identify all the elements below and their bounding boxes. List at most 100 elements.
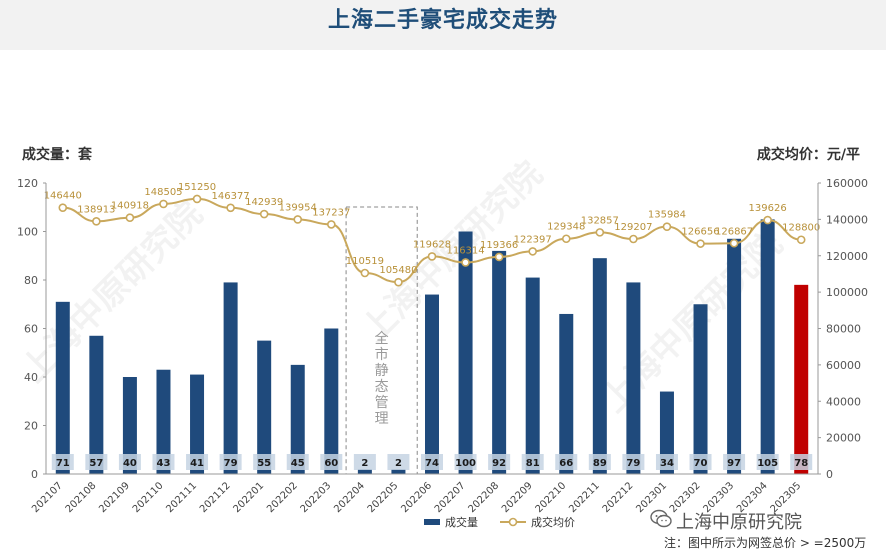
price-label: 119366 — [480, 240, 518, 251]
page-title: 上海二手豪宅成交走势 — [327, 8, 558, 33]
volume-label-box — [118, 454, 141, 470]
right-tick-label: 100000 — [826, 286, 868, 299]
right-tick-label: 140000 — [826, 213, 868, 226]
volume-label: 89 — [593, 458, 607, 469]
price-point — [92, 217, 101, 226]
volume-bar — [794, 284, 809, 474]
volume-label-box — [622, 454, 645, 470]
volume-label-box — [186, 454, 209, 470]
volume-label-box — [756, 454, 779, 470]
x-tick-label: 202107 — [30, 480, 65, 515]
x-tick-label: 202212 — [601, 480, 636, 515]
volume-label: 45 — [291, 458, 305, 469]
volume-label-box — [488, 454, 511, 470]
price-point — [763, 215, 772, 225]
volume-bar — [324, 328, 339, 474]
volume-label-box — [655, 454, 678, 470]
lockdown-label-char: 静 — [375, 363, 389, 379]
volume-label-box — [286, 454, 309, 470]
volume-label: 70 — [694, 458, 708, 469]
volume-label-box — [219, 454, 242, 470]
wechat-icon — [650, 509, 672, 528]
volume-bar — [425, 294, 439, 474]
legend-bar-label: 成交量 — [445, 515, 478, 529]
volume-label: 79 — [626, 458, 640, 469]
volume-label: 55 — [257, 458, 271, 469]
price-label: 139954 — [279, 202, 317, 213]
left-tick-label: 20 — [24, 420, 38, 433]
x-tick-label: 202203 — [299, 480, 334, 515]
left-tick-label: 40 — [24, 371, 38, 384]
x-tick-label: 202112 — [198, 480, 233, 515]
price-point — [796, 235, 806, 245]
volume-label-box — [555, 454, 578, 470]
volume-bar — [290, 364, 305, 474]
x-tick-label: 202202 — [265, 480, 300, 515]
price-point — [192, 194, 202, 204]
volume-label: 71 — [56, 458, 70, 469]
volume-bar — [492, 250, 507, 474]
price-label: 110519 — [346, 256, 384, 267]
left-tick-label: 80 — [24, 274, 38, 287]
left-tick-label: 60 — [24, 323, 38, 336]
legend-bar-swatch — [424, 519, 440, 525]
price-label: 126656 — [681, 227, 719, 238]
price-label: 126867 — [715, 226, 753, 237]
volume-bar — [693, 304, 708, 474]
x-tick-label: 202109 — [97, 480, 132, 515]
price-point — [159, 199, 168, 209]
price-point — [595, 228, 605, 237]
right-tick-label: 60000 — [826, 359, 861, 372]
price-point — [528, 247, 537, 256]
volume-label: 92 — [492, 458, 506, 469]
volume-bar — [559, 313, 574, 474]
price-label: 116314 — [446, 245, 484, 256]
price-label: 138913 — [77, 204, 115, 215]
price-point — [561, 234, 571, 244]
volume-label: 74 — [425, 458, 439, 469]
volume-label-box — [253, 454, 276, 470]
volume-bar — [592, 258, 607, 474]
price-point — [293, 215, 303, 224]
volume-bar — [727, 238, 742, 474]
price-label: 146440 — [44, 191, 82, 202]
price-label: 137237 — [312, 207, 350, 218]
x-tick-label: 202209 — [500, 480, 535, 515]
x-tick-label: 202210 — [534, 480, 569, 515]
price-point — [629, 234, 638, 244]
legend-line-label: 成交均价 — [531, 515, 575, 529]
volume-label-box — [421, 454, 443, 470]
price-label: 119628 — [413, 239, 451, 250]
volume-label-box — [454, 454, 477, 470]
volume-bar — [391, 469, 406, 474]
x-tick-label: 202111 — [164, 480, 199, 515]
volume-bar — [760, 219, 775, 474]
volume-bar — [156, 369, 171, 474]
price-label: 151250 — [178, 182, 216, 193]
volume-label: 78 — [794, 458, 808, 469]
volume-label-box — [85, 454, 108, 470]
left-tick-label: 120 — [17, 177, 38, 190]
volume-label: 2 — [361, 458, 368, 469]
price-point — [729, 238, 739, 248]
volume-bar — [190, 374, 205, 474]
volume-label: 105 — [757, 458, 778, 469]
right-tick-label: 160000 — [826, 177, 868, 190]
lockdown-label-char: 理 — [375, 411, 389, 427]
price-point — [259, 209, 269, 219]
x-tick-label: 202201 — [232, 480, 267, 515]
volume-label-box — [152, 454, 175, 470]
price-label: 132857 — [581, 215, 619, 226]
volume-label: 34 — [660, 458, 674, 469]
watermark-text: 上海中原研究院 — [14, 194, 211, 391]
price-label: 142939 — [245, 197, 283, 208]
volume-bar — [89, 335, 104, 474]
volume-label-box — [689, 454, 712, 470]
header-bar — [0, 0, 886, 50]
price-point — [427, 252, 437, 261]
price-label: 129348 — [547, 222, 585, 233]
volume-label-box — [320, 454, 343, 470]
price-point — [125, 213, 135, 223]
volume-label: 43 — [157, 458, 171, 469]
